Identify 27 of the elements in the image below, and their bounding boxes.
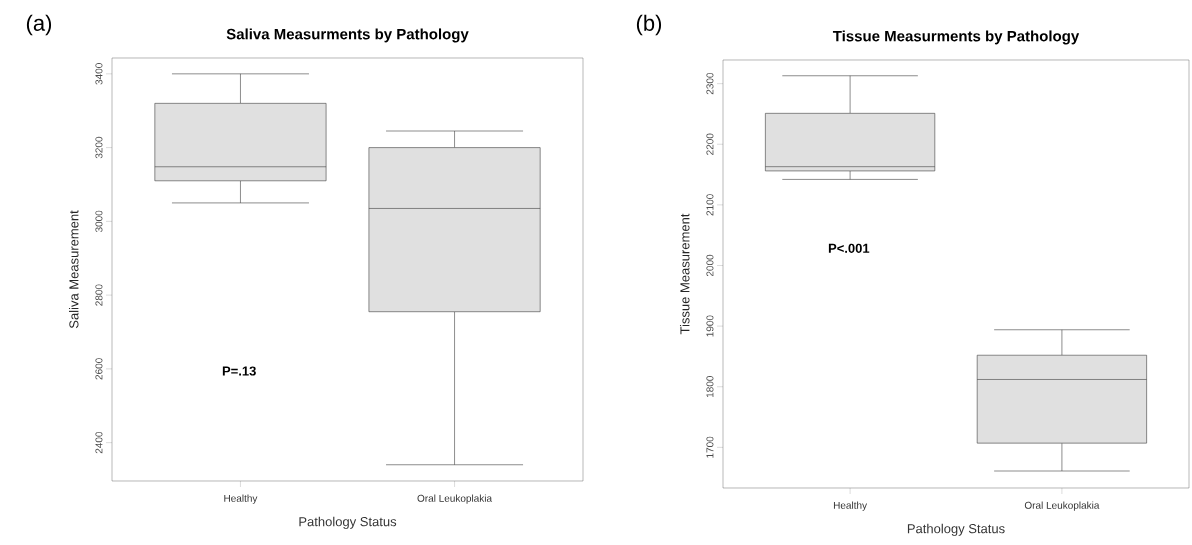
- text: (b): [636, 14, 662, 36]
- y-tick-label: 1700: [706, 436, 714, 458]
- y-tick-label: 2000: [706, 254, 714, 277]
- chart-title: Tissue Measurments by Pathology: [832, 30, 1080, 45]
- y-tick-label: 2200: [706, 133, 714, 155]
- y-axis-title: Tissue Measurement: [679, 213, 690, 335]
- x-axis-title: Pathology Status: [299, 516, 397, 529]
- y-tick-label: 3000: [95, 210, 103, 233]
- y-tick-label: 1900: [706, 315, 714, 337]
- y-tick-label: 2300: [706, 72, 714, 95]
- x-tick-label: Oral Leukoplakia: [417, 494, 493, 504]
- y-tick-label: 1800: [706, 376, 714, 398]
- x-tick-label: Oral Leukoplakia: [1024, 501, 1100, 511]
- y-tick-label: 3400: [95, 63, 103, 85]
- x-tick-label: Healthy: [833, 501, 868, 511]
- x-axis-title: Pathology Status: [907, 523, 1005, 536]
- y-axis-title: Saliva Measurement: [68, 210, 79, 329]
- annotation: P=.13: [222, 366, 256, 376]
- y-tick-label: 3200: [95, 136, 103, 159]
- y-tick-label: 2800: [95, 284, 103, 306]
- annotation: P<.001: [828, 243, 870, 253]
- text: (a): [26, 14, 52, 36]
- y-tick-label: 2400: [95, 431, 103, 454]
- x-tick-label: Healthy: [224, 494, 258, 504]
- y-tick-label: 2100: [706, 194, 714, 216]
- chart-title: Saliva Measurments by Pathology: [226, 28, 469, 43]
- y-tick-label: 2600: [95, 358, 103, 380]
